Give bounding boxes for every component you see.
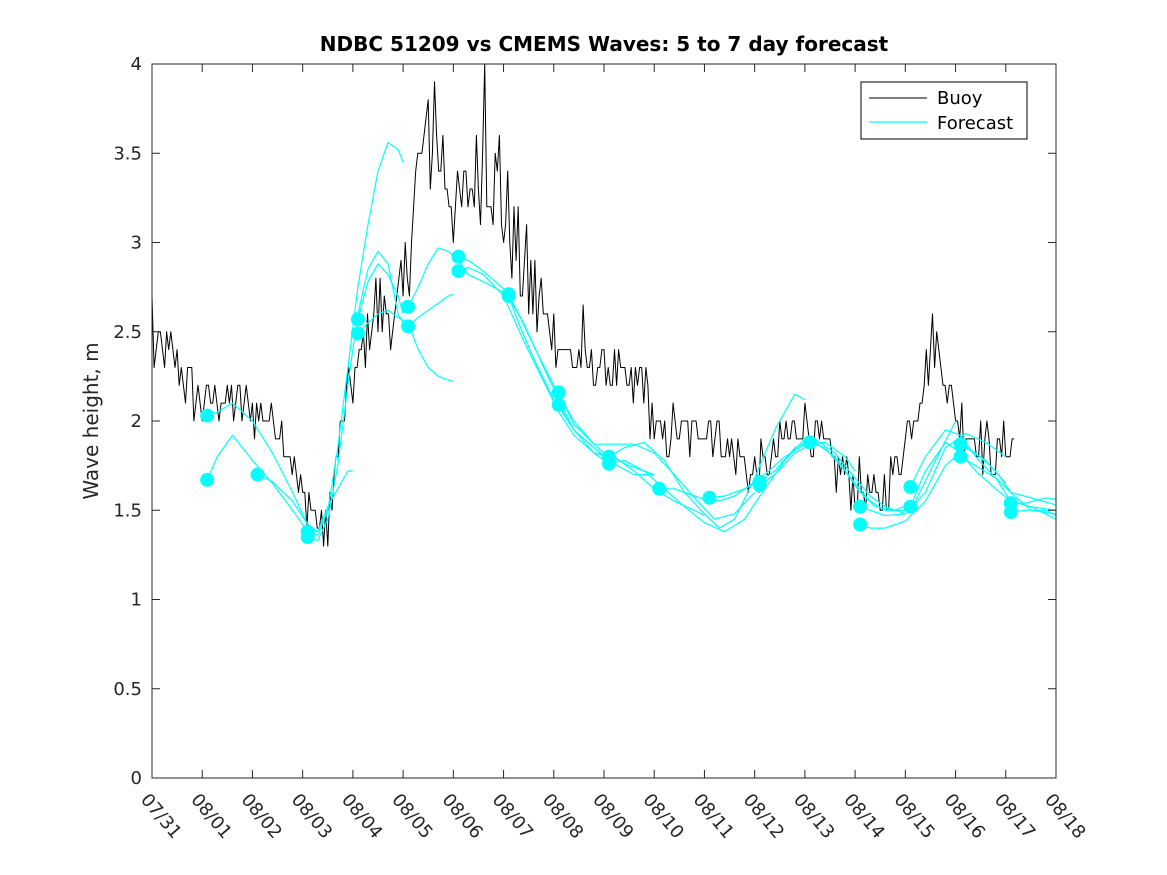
forecast-start-marker-27 bbox=[953, 437, 968, 452]
y-tick-label: 1 bbox=[131, 590, 142, 611]
forecast-start-marker-9 bbox=[401, 319, 416, 334]
chart-title: NDBC 51209 vs CMEMS Waves: 5 to 7 day fo… bbox=[320, 32, 889, 56]
legend-buoy-label: Buoy bbox=[937, 88, 983, 109]
plot-area bbox=[152, 64, 1056, 778]
forecast-start-marker-22 bbox=[802, 435, 817, 450]
y-tick-label: 0.5 bbox=[113, 679, 142, 700]
y-tick-label: 0 bbox=[131, 768, 142, 789]
y-tick-label: 1.5 bbox=[113, 500, 142, 521]
forecast-start-marker-6 bbox=[350, 312, 365, 327]
y-tick-label: 4 bbox=[131, 54, 142, 75]
forecast-start-marker-28 bbox=[953, 449, 968, 464]
legend: Buoy Forecast bbox=[860, 81, 1028, 140]
forecast-start-marker-15 bbox=[551, 397, 566, 412]
forecast-start-marker-11 bbox=[451, 264, 466, 279]
forecast-line-2 bbox=[206, 434, 309, 533]
forecast-line-4 bbox=[307, 141, 404, 536]
forecast-line-6 bbox=[357, 263, 404, 320]
forecast-start-marker-1 bbox=[200, 408, 215, 423]
forecast-line-20 bbox=[759, 438, 906, 515]
forecast-start-marker-17 bbox=[602, 456, 616, 471]
forecast-start-marker-18 bbox=[652, 481, 667, 496]
forecast-start-marker-7 bbox=[350, 326, 365, 341]
forecast-line-8 bbox=[407, 247, 504, 308]
y-tick-label: 2.5 bbox=[113, 322, 142, 343]
forecast-start-marker-19 bbox=[702, 490, 717, 505]
forecast-start-marker-23 bbox=[853, 499, 868, 514]
forecast-start-marker-10 bbox=[451, 249, 466, 264]
forecast-start-marker-3 bbox=[250, 467, 265, 482]
forecast-line-9 bbox=[407, 293, 454, 327]
buoy-series bbox=[151, 63, 1015, 547]
forecast-series-group bbox=[200, 141, 1057, 544]
buoy-line bbox=[151, 63, 1015, 547]
forecast-line-7 bbox=[357, 309, 454, 383]
forecast-line-25 bbox=[909, 429, 1057, 506]
forecast-line-14 bbox=[558, 392, 756, 520]
legend-forecast-label: Forecast bbox=[937, 113, 1013, 134]
forecast-start-marker-14 bbox=[551, 385, 566, 400]
forecast-line-28 bbox=[960, 456, 1057, 520]
forecast-line-30 bbox=[1010, 509, 1057, 517]
y-axis-title: Wave height, m bbox=[79, 342, 103, 499]
forecast-start-marker-5 bbox=[300, 530, 315, 544]
y-tick-label: 3 bbox=[131, 233, 142, 254]
forecast-line-16 bbox=[608, 393, 806, 529]
forecast-start-marker-26 bbox=[903, 499, 918, 514]
forecast-line-17 bbox=[608, 438, 806, 533]
forecast-line-3 bbox=[257, 470, 353, 533]
forecast-line-22 bbox=[809, 420, 957, 511]
forecast-start-marker-24 bbox=[853, 517, 868, 532]
y-tick-label: 2 bbox=[131, 411, 142, 432]
y-tick-label: 3.5 bbox=[113, 143, 142, 164]
forecast-start-marker-21 bbox=[752, 478, 767, 493]
forecast-line-1 bbox=[207, 402, 319, 533]
forecast-start-marker-30 bbox=[1003, 505, 1018, 519]
forecast-line-29 bbox=[1010, 497, 1057, 504]
forecast-start-marker-25 bbox=[903, 480, 918, 494]
forecast-line-11 bbox=[458, 266, 605, 461]
forecast-start-marker-8 bbox=[401, 299, 416, 314]
forecast-line-19 bbox=[709, 441, 856, 499]
legend-box bbox=[860, 81, 1028, 140]
forecast-start-marker-13 bbox=[501, 289, 516, 303]
forecast-line-23 bbox=[859, 432, 1007, 517]
forecast-line-15 bbox=[558, 404, 705, 517]
forecast-start-marker-2 bbox=[200, 472, 215, 487]
